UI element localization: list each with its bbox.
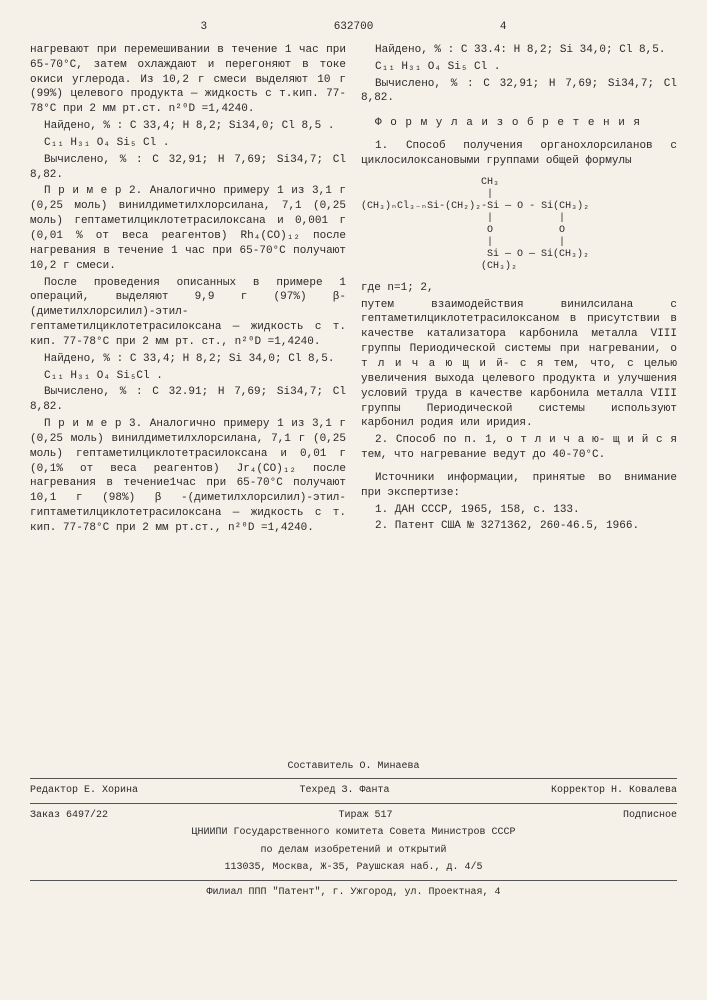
left-formula-1: C₁₁ H₃₁ O₄ Si₅ Cl . <box>30 136 346 151</box>
left-calc-1: Вычислено, % : С 32,91; H 7,69; Si34,7; … <box>30 153 346 183</box>
footer-order-row: Заказ 6497/22 Тираж 517 Подписное <box>30 807 677 825</box>
right-found-1: Найдено, % : С 33.4: H 8,2; Si 34,0; Cl … <box>361 43 677 58</box>
left-paragraph-1: нагревают при перемешивании в течение 1 … <box>30 43 346 117</box>
left-found-2: Найдено, % : С 33,4; H 8,2; Si 34,0; Cl … <box>30 352 346 367</box>
footer-address: 113035, Москва, Ж-35, Раушская наб., д. … <box>30 859 677 877</box>
right-sources-title: Источники информации, принятые во вниман… <box>361 471 677 501</box>
footer-editor: Редактор Е. Хорина <box>30 784 138 798</box>
footer-order: Заказ 6497/22 <box>30 809 108 823</box>
right-col-number: 4 <box>500 20 507 35</box>
chemical-structure: CH₃ | (CH₃)ₙCl₃₋ₙSi-(CH₂)₂-Si — O - Si(C… <box>361 177 677 273</box>
right-calc-1: Вычислено, % : С 32,91; H 7,69; Si34,7; … <box>361 77 677 107</box>
right-claim-body: путем взаимодействия винилсилана с гепта… <box>361 298 677 432</box>
right-column: Найдено, % : С 33.4: H 8,2; Si 34,0; Cl … <box>361 43 677 538</box>
left-found-1: Найдено, % : С 33,4; H 8,2; Si34,0; Cl 8… <box>30 119 346 134</box>
left-example-3: П р и м е р 3. Аналогично примеру 1 из 3… <box>30 417 346 536</box>
right-where-n: где n=1; 2, <box>361 281 677 296</box>
footer-techred: Техред З. Фанта <box>299 784 389 798</box>
footer-subscription: Подписное <box>623 809 677 823</box>
right-formula-1: C₁₁ H₃₁ O₄ Si₅ Cl . <box>361 60 677 75</box>
left-calc-2: Вычислено, % : С 32.91; H 7,69; Si34,7; … <box>30 385 346 415</box>
footer-divider-3 <box>30 880 677 881</box>
main-columns: нагревают при перемешивании в течение 1 … <box>30 43 677 538</box>
left-col-number: 3 <box>200 20 207 35</box>
page-header: 3 632700 4 <box>30 20 677 35</box>
left-paragraph-6: После проведения описанных в примере 1 о… <box>30 276 346 350</box>
footer-block: Составитель О. Минаева Редактор Е. Хорин… <box>30 758 677 902</box>
left-example-2: П р и м е р 2. Аналогично примеру 1 из 3… <box>30 184 346 273</box>
footer-org1: ЦНИИПИ Государственного комитета Совета … <box>30 824 677 842</box>
footer-org2: по делам изобретений и открытий <box>30 842 677 860</box>
footer-editors-row: Редактор Е. Хорина Техред З. Фанта Корре… <box>30 782 677 800</box>
footer-compiler: Составитель О. Минаева <box>30 758 677 776</box>
left-formula-2: C₁₁ H₃₁ O₄ Si₅Cl . <box>30 369 346 384</box>
footer-divider-2 <box>30 803 677 804</box>
footer-tirage: Тираж 517 <box>338 809 392 823</box>
footer-branch: Филиал ППП "Патент", г. Ужгород, ул. Про… <box>30 884 677 902</box>
document-number: 632700 <box>334 20 374 35</box>
right-source-1: 1. ДАН СССР, 1965, 158, с. 133. <box>361 503 677 518</box>
right-claim-2: 2. Способ по п. 1, о т л и ч а ю- щ и й … <box>361 433 677 463</box>
footer-corrector: Корректор Н. Ковалева <box>551 784 677 798</box>
right-source-2: 2. Патент США № 3271362, 260-46.5, 1966. <box>361 519 677 534</box>
right-claim-1: 1. Способ получения органохлорсиланов с … <box>361 139 677 169</box>
footer-divider-1 <box>30 778 677 779</box>
invention-formula-title: Ф о р м у л а и з о б р е т е н и я <box>361 116 677 131</box>
left-column: нагревают при перемешивании в течение 1 … <box>30 43 346 538</box>
